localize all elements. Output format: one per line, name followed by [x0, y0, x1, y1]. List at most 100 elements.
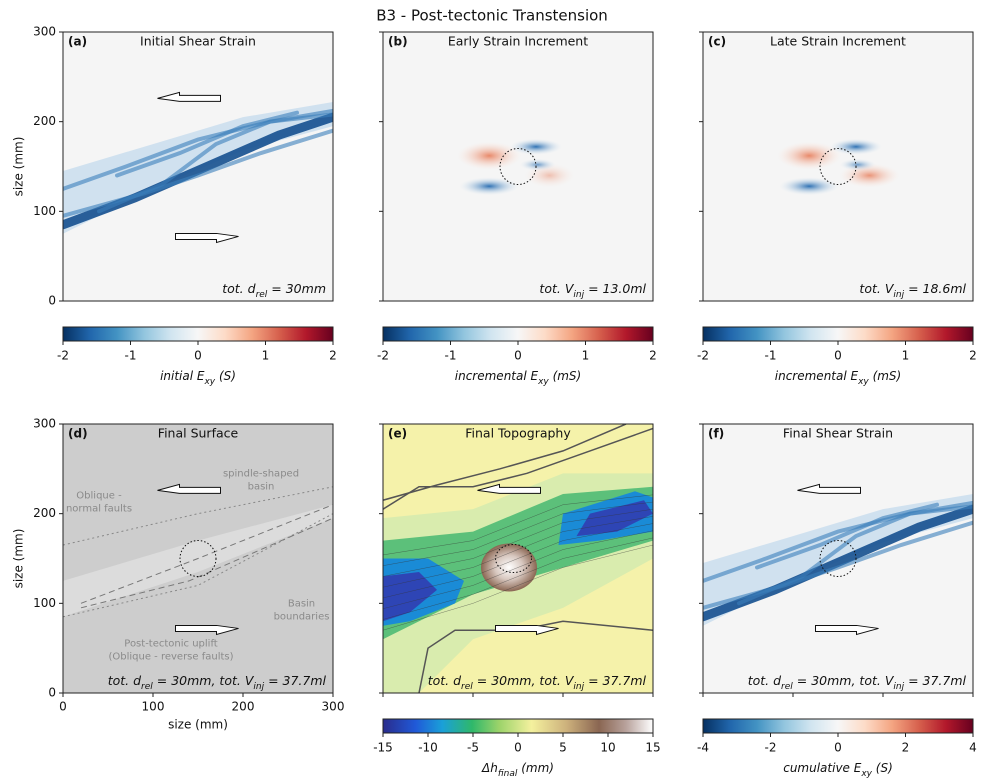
colorbar [702, 718, 974, 734]
panel: (a) Initial Shear Strain 0 100 200 300 size (m… [12, 25, 337, 363]
annotation-note: normal faults [66, 504, 132, 515]
y-tick-label: 300 [33, 417, 56, 431]
heatmap [703, 32, 973, 301]
panel-title: Final Shear Strain [783, 426, 893, 441]
colorbar-tick-label: 15 [645, 741, 660, 755]
colorbar-tick-label: -2 [765, 741, 777, 755]
colorbar-tick-label: 0 [834, 741, 842, 755]
colorbar-tick-label: 1 [582, 349, 590, 363]
contour [418, 620, 653, 693]
fault [80, 517, 333, 609]
contour [383, 523, 653, 599]
panel: (f) Final Shear Strain -4 -2 0 2 4 [697, 423, 977, 755]
annotation: tot. Vinj = 18.6ml [859, 281, 966, 300]
y-tick-label: 200 [33, 114, 56, 128]
blob [510, 138, 562, 155]
figure-title: B3 - Post-tectonic Transtension [376, 7, 608, 25]
y-tick-label: 100 [33, 596, 56, 610]
annotation: tot. drel = 30mm, tot. Vinj = 37.7ml [428, 673, 647, 692]
shear-arrow [815, 624, 879, 636]
colorbar [382, 326, 654, 342]
panel-title: Initial Shear Strain [140, 34, 256, 49]
contour [383, 537, 653, 620]
contour [383, 508, 653, 577]
shear-arrow [495, 624, 559, 636]
panel-title: Final Surface [158, 426, 239, 441]
background [703, 32, 973, 301]
colorbar-tick-label: 2 [902, 741, 910, 755]
blob [779, 177, 840, 196]
fault [80, 504, 333, 604]
contour [383, 516, 653, 588]
shear-arrow [157, 91, 221, 102]
panel-label: (e) [388, 427, 407, 441]
colorbar-tick-label: 4 [969, 741, 977, 755]
panel-title: Early Strain Increment [448, 34, 588, 49]
colorbar-tick-label: 5 [559, 741, 567, 755]
y-tick-label: 200 [33, 506, 56, 520]
injection-outline [495, 544, 532, 573]
colorbar [382, 718, 654, 734]
colorbar-tick-label: -1 [125, 349, 137, 363]
panel-label: (c) [708, 35, 726, 49]
contour [383, 494, 653, 556]
y-tick-label: 0 [48, 294, 56, 308]
panel-label: (f) [708, 427, 724, 441]
annotation-note: Oblique - [76, 491, 122, 502]
basin [63, 504, 333, 617]
x-tick-label: 200 [232, 700, 255, 714]
y-tick-label: 100 [33, 204, 56, 218]
colorbar-tick-label: 2 [649, 349, 657, 363]
axes-frame [62, 31, 334, 302]
panel: (b) Early Strain Increment -2 -1 0 1 2 [377, 31, 657, 363]
zone [576, 500, 653, 537]
blob [839, 158, 876, 171]
y-axis-label: size (mm) [12, 137, 26, 197]
heatmap [383, 32, 653, 301]
colorbar-tick-label: -1 [765, 349, 777, 363]
uplift [481, 543, 537, 592]
y-tick-label: 300 [33, 25, 56, 39]
colorbar-tick-label: 10 [600, 741, 615, 755]
x-tick-label: 300 [322, 700, 345, 714]
colorbar-tick-label: 0 [514, 349, 522, 363]
shear-strand [755, 502, 939, 570]
panel-label: (d) [68, 427, 88, 441]
annotation-note: boundaries [274, 611, 330, 622]
injection-circle [179, 540, 217, 577]
contour [383, 427, 653, 510]
blob [457, 141, 522, 170]
annotation-note: spindle-shaped [223, 468, 299, 479]
colorbar-tick-label: -2 [57, 349, 69, 363]
fault [63, 513, 333, 618]
axes-frame [382, 423, 654, 694]
annotation-note: basin [248, 481, 275, 492]
colorbar-tick-label: -2 [697, 349, 709, 363]
colorbar-label: incremental Exy (mS) [775, 369, 901, 387]
contour [383, 501, 653, 566]
contour [383, 530, 653, 609]
colorbar-tick-label: 0 [194, 349, 202, 363]
contour [383, 424, 627, 501]
panel-title: Late Strain Increment [770, 34, 906, 49]
annotation: tot. Vinj = 13.0ml [539, 281, 646, 300]
background [383, 32, 653, 301]
axes-frame [702, 423, 974, 694]
axes-frame [62, 423, 334, 694]
injection-circle [819, 540, 857, 577]
colorbar-tick-label: -2 [377, 349, 389, 363]
colorbar-tick-label: 2 [969, 349, 977, 363]
colorbar-tick-label: 0 [514, 741, 522, 755]
colorbar-tick-label: 0 [834, 349, 842, 363]
annotation: tot. drel = 30mm, tot. Vinj = 37.7ml [748, 673, 967, 692]
x-tick-label: 100 [142, 700, 165, 714]
heatmap [703, 424, 973, 693]
colorbar-tick-label: 2 [329, 349, 337, 363]
blob [830, 138, 882, 155]
blob [459, 177, 520, 196]
colorbar-tick-label: -10 [418, 741, 438, 755]
heatmap [63, 32, 333, 301]
annotation: tot. drel = 30mm [222, 281, 326, 300]
panel: Oblique - normal faults spindle-shaped basi… [12, 417, 345, 732]
colorbar-label: initial Exy (S) [160, 369, 236, 387]
